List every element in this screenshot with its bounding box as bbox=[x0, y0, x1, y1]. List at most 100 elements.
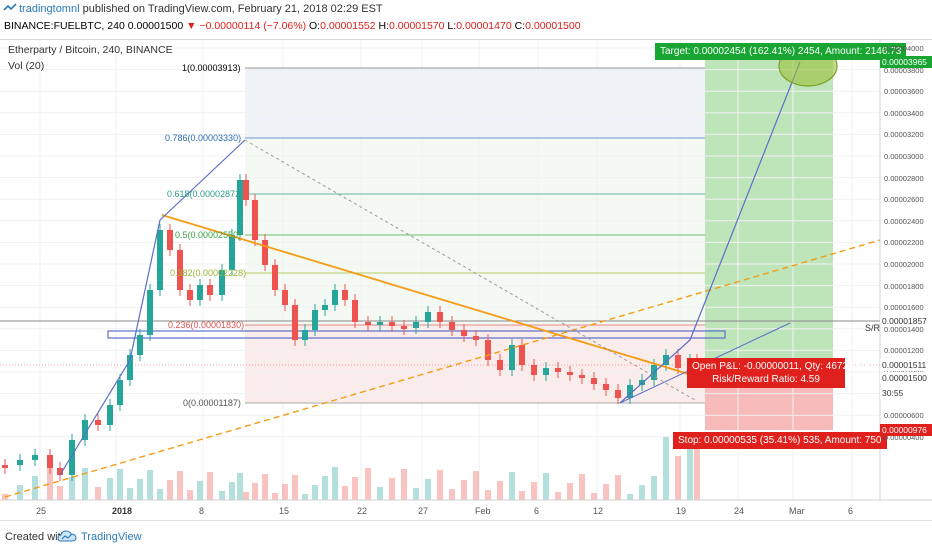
symbol-label: BINANCE:FUELBTC, 240 bbox=[4, 20, 125, 32]
fib-zone-upper bbox=[245, 68, 705, 138]
volume-bar bbox=[262, 474, 268, 500]
volume-bar bbox=[95, 487, 101, 500]
volume-bar bbox=[107, 478, 113, 500]
candle-body bbox=[591, 378, 597, 384]
wave-path-1[interactable] bbox=[59, 139, 246, 476]
candle-body bbox=[352, 300, 358, 322]
volume-bar bbox=[627, 494, 633, 500]
ohlc-bar: BINANCE:FUELBTC, 240 0.00001500 ▼ −0.000… bbox=[0, 17, 932, 35]
candle-body bbox=[302, 330, 308, 340]
date-tick-label: 22 bbox=[357, 506, 368, 516]
volume-bar bbox=[69, 477, 75, 500]
volume-bar bbox=[167, 480, 173, 500]
candle-body bbox=[342, 290, 348, 300]
candle-body bbox=[282, 290, 288, 305]
volume-bar bbox=[543, 473, 549, 500]
publish-header: tradingtomnl published on TradingView.co… bbox=[0, 0, 932, 18]
target-label[interactable]: Target: 0.00002454 (162.41%) 2454, Amoun… bbox=[655, 43, 907, 60]
pnl-box[interactable]: Open P&L: -0.00000011, Qty: 46728971 Ris… bbox=[687, 358, 871, 388]
ascending-dashed-trendline[interactable] bbox=[4, 239, 881, 498]
price-flag-last: 0.00001511 bbox=[880, 359, 932, 371]
author-link[interactable]: tradingtomnl bbox=[19, 3, 80, 15]
published-text: published on TradingView.com, February 2… bbox=[82, 3, 383, 15]
price-tick-label: 0.00002200 bbox=[884, 238, 924, 248]
volume-bar bbox=[639, 485, 645, 500]
candle-body bbox=[519, 345, 525, 365]
volume-bar bbox=[509, 472, 515, 500]
candle-body bbox=[473, 336, 479, 340]
sr-label: S/R bbox=[865, 323, 881, 333]
candle-body bbox=[272, 265, 278, 290]
chart-pane[interactable] bbox=[0, 39, 932, 501]
candle-body bbox=[147, 290, 153, 335]
candle-body bbox=[187, 290, 193, 300]
volume-bar bbox=[567, 483, 573, 500]
grid-lines bbox=[0, 40, 880, 500]
change-text: −0.00000114 (−7.06%) bbox=[199, 20, 307, 32]
candle-body bbox=[237, 180, 243, 235]
volume-bar bbox=[461, 480, 467, 500]
price-flag-stop: 0.00000976 bbox=[880, 424, 932, 436]
candle-body bbox=[243, 180, 249, 200]
candle-body bbox=[47, 455, 53, 468]
volume-legend: Vol (20) bbox=[8, 60, 45, 72]
price-flag-close: 0.00001500 bbox=[880, 372, 932, 384]
candle-body bbox=[57, 468, 63, 475]
fib-label-0382: 0.382(0.00002228) bbox=[170, 268, 247, 278]
candle-body bbox=[177, 250, 183, 290]
low-value: 0.00001470 bbox=[456, 20, 512, 32]
candle-body bbox=[663, 355, 669, 365]
tradingview-cloud-icon bbox=[57, 530, 77, 542]
date-tick-label: 6 bbox=[848, 506, 854, 516]
candle-body bbox=[413, 322, 419, 328]
volume-bar bbox=[137, 479, 143, 500]
fib-label-0: 0(0.00001187) bbox=[183, 398, 241, 408]
candle-body bbox=[197, 285, 203, 300]
volume-bar bbox=[57, 486, 63, 500]
open-label: O: bbox=[309, 20, 321, 32]
candle-body bbox=[292, 305, 298, 340]
target-zone[interactable] bbox=[705, 52, 833, 368]
candle-body bbox=[157, 230, 163, 290]
volume-bar bbox=[282, 484, 288, 500]
descending-trendline[interactable] bbox=[161, 214, 696, 377]
candle-body bbox=[167, 230, 173, 250]
fib-label-1: 1(0.00003913) bbox=[182, 63, 241, 73]
volume-bar bbox=[243, 492, 249, 500]
date-tick-label: Mar bbox=[789, 506, 805, 516]
volume-bar bbox=[332, 467, 338, 500]
candle-body bbox=[219, 270, 225, 295]
tradingview-brand[interactable]: TradingView bbox=[81, 531, 142, 543]
date-tick-label: 24 bbox=[734, 506, 745, 516]
candle-body bbox=[461, 330, 467, 336]
volume-bar bbox=[401, 469, 407, 500]
date-tick-label: 12 bbox=[593, 506, 604, 516]
candle-body bbox=[332, 290, 338, 305]
fib-label-0786: 0.786(0.00003330) bbox=[165, 133, 242, 143]
wave-path-2[interactable] bbox=[619, 61, 801, 404]
candle-body bbox=[69, 440, 75, 475]
close-price: 0.00001500 bbox=[127, 20, 184, 32]
volume-bar bbox=[555, 492, 561, 500]
stop-label[interactable]: Stop: 0.00000535 (35.41%) 535, Amount: 7… bbox=[673, 432, 887, 449]
volume-bar bbox=[352, 477, 358, 500]
volume-bar bbox=[365, 468, 371, 500]
open-value: 0.00001552 bbox=[320, 20, 376, 32]
volume-bar bbox=[272, 493, 278, 500]
volume-bar bbox=[687, 447, 693, 500]
volume-bar bbox=[497, 481, 503, 500]
candle-body bbox=[17, 460, 23, 465]
candle-body bbox=[2, 465, 8, 468]
date-tick-label: 8 bbox=[199, 506, 205, 516]
volume-bar bbox=[147, 470, 153, 500]
candle-body bbox=[365, 322, 371, 325]
open-pnl-text: Open P&L: -0.00000011, Qty: 46728971 bbox=[692, 361, 871, 372]
volume-bar bbox=[615, 475, 621, 500]
price-tick-label: 0.00002600 bbox=[884, 195, 924, 205]
fib-label-05: 0.5(0.00002550) bbox=[175, 230, 242, 240]
candlesticks bbox=[2, 174, 700, 481]
price-tick-label: 0.00000600 bbox=[884, 411, 924, 421]
volume-bar bbox=[219, 491, 225, 500]
price-tick-label: 0.00001400 bbox=[884, 324, 924, 334]
